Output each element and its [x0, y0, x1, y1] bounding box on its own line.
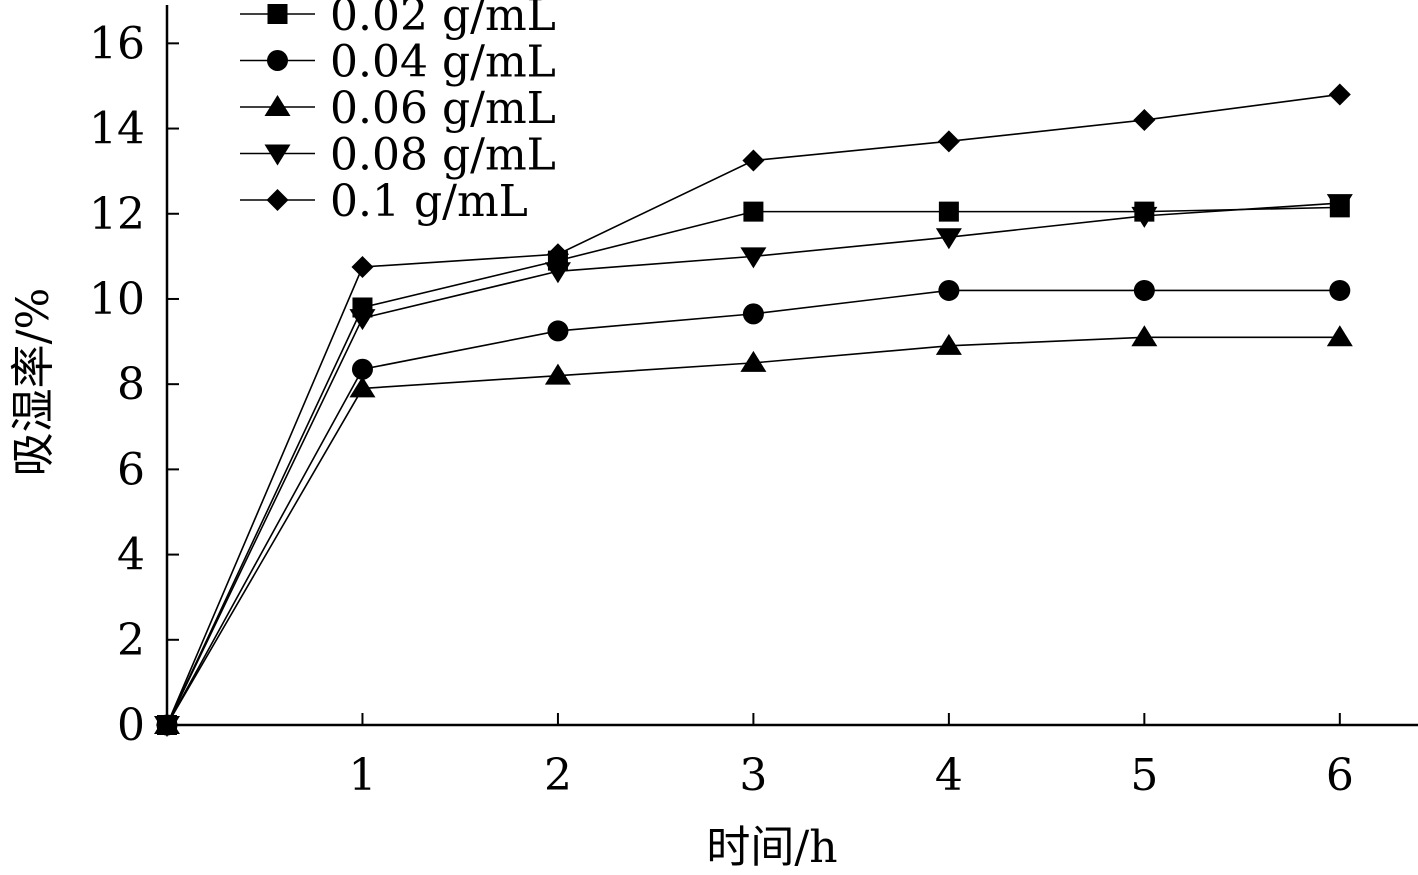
series-line	[166, 336, 1340, 726]
x-axis-title: 时间/h	[706, 822, 837, 873]
y-axis-title: 吸湿率/%	[8, 288, 59, 477]
data-point	[1326, 325, 1353, 347]
data-point	[544, 363, 571, 385]
data-point	[937, 130, 960, 153]
legend-marker	[264, 95, 291, 116]
data-point	[935, 228, 962, 250]
data-point	[740, 247, 767, 269]
data-point	[1131, 206, 1158, 228]
data-point	[1131, 325, 1158, 347]
legend-marker	[266, 189, 289, 211]
y-tick-label: 2	[117, 615, 145, 666]
legend-label: 0.08 g/mL	[330, 130, 556, 181]
y-tick-label: 8	[117, 359, 145, 410]
x-tick-label: 6	[1326, 750, 1354, 801]
series-1	[157, 197, 1350, 735]
data-point	[938, 279, 960, 301]
y-tick-label: 6	[117, 444, 145, 495]
data-point	[351, 256, 374, 279]
data-point	[740, 350, 767, 372]
x-tick-label: 2	[544, 750, 572, 801]
legend-marker	[267, 50, 288, 71]
y-tick-label: 16	[89, 18, 145, 69]
x-tick-label: 3	[739, 750, 767, 801]
data-point	[935, 333, 962, 355]
legend: 0.02 g/mL0.04 g/mL0.06 g/mL0.08 g/mL0.1 …	[240, 0, 556, 227]
data-point	[351, 358, 373, 380]
y-tick-label: 10	[89, 274, 145, 325]
series-5	[156, 83, 1351, 736]
x-tick-label: 5	[1130, 750, 1158, 801]
legend-item: 0.1 g/mL	[240, 176, 528, 227]
y-tick-label: 4	[117, 530, 145, 581]
data-point	[742, 149, 765, 172]
legend-label: 0.06 g/mL	[330, 83, 556, 134]
series-line	[166, 206, 1340, 726]
legend-label: 0.02 g/mL	[330, 0, 556, 41]
legend-item: 0.08 g/mL	[240, 130, 556, 181]
data-point	[742, 303, 764, 325]
y-ticks: 0 2 4 6 8 10 12 14 16	[89, 18, 179, 751]
x-tick-label: 4	[935, 750, 963, 801]
y-tick-label: 14	[89, 104, 145, 155]
x-ticks: 1 2 3 4 5 6	[348, 713, 1354, 801]
series-2	[156, 279, 1351, 736]
x-tick-label: 1	[348, 750, 376, 801]
legend-marker	[267, 4, 288, 24]
data-point	[547, 320, 569, 342]
data-point	[544, 262, 571, 284]
legend-label: 0.04 g/mL	[330, 37, 556, 88]
data-point	[546, 243, 569, 266]
data-point	[938, 201, 959, 222]
legend-item: 0.04 g/mL	[240, 37, 556, 88]
data-point	[1328, 83, 1351, 106]
series-3	[154, 325, 1353, 734]
data-point	[1133, 279, 1155, 301]
data-point	[1326, 194, 1353, 216]
data-point	[743, 201, 764, 222]
data-point	[349, 376, 376, 398]
y-tick-label: 0	[117, 700, 145, 751]
legend-item: 0.06 g/mL	[240, 83, 556, 134]
data-point	[349, 309, 376, 331]
series-line	[166, 202, 1340, 726]
data-point	[1329, 279, 1351, 301]
data-point	[156, 714, 178, 736]
legend-item: 0.02 g/mL	[240, 0, 556, 41]
legend-label: 0.1 g/mL	[330, 176, 528, 227]
data-point	[1133, 109, 1156, 132]
legend-marker	[264, 144, 291, 166]
y-tick-label: 12	[89, 189, 145, 240]
series-layer	[154, 83, 1353, 737]
series-4	[154, 194, 1353, 737]
